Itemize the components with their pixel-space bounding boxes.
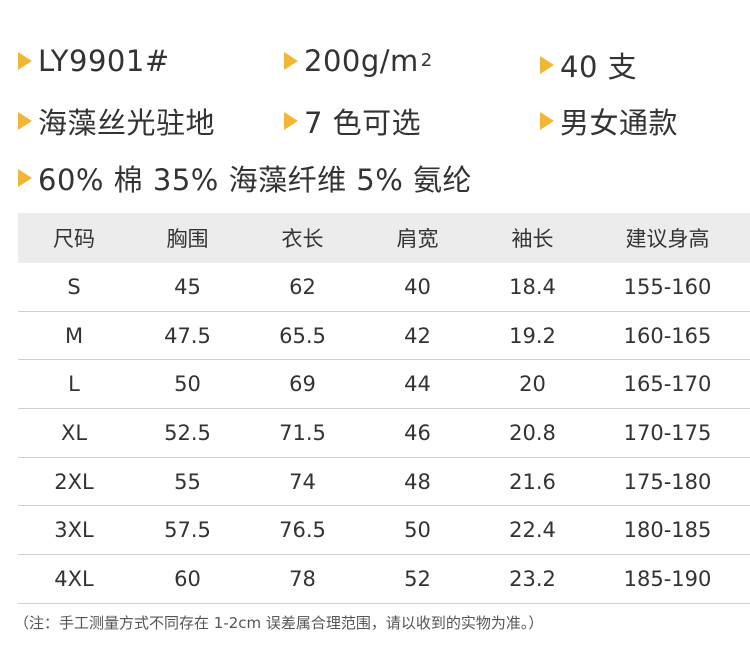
table-cell: 18.4: [509, 274, 556, 299]
table-cell: 60: [174, 566, 201, 591]
table-row: 2XL 55 74 48 21.6 175-180: [18, 458, 750, 507]
table-cell: 45: [174, 274, 201, 299]
table-cell: 170-175: [623, 420, 712, 445]
table-cell: 185-190: [623, 566, 712, 591]
spec-gender: 男女通款: [540, 100, 678, 142]
table-cell: 76.5: [279, 518, 326, 543]
table-cell: 57.5: [164, 518, 211, 543]
table-cell: 2XL: [54, 469, 94, 494]
measurement-note: （注：手工测量方式不同存在 1-2cm 误差属合理范围，请以收到的实物为准。）: [14, 614, 544, 632]
spec-count: 40 支: [540, 44, 637, 86]
table-cell: 22.4: [509, 518, 556, 543]
table-cell: 46: [404, 420, 431, 445]
spec-colors: 7 色可选: [284, 100, 421, 142]
bullet-triangle-icon: [18, 169, 32, 187]
spec-composition: 60% 棉 35% 海藻纤维 5% 氨纶: [18, 157, 472, 199]
table-cell: 71.5: [279, 420, 326, 445]
spec-count-text: 40 支: [560, 50, 638, 84]
size-table: 尺码 胸围 衣长 肩宽 袖长 建议身高 S 45 62 40 18.4 155-…: [18, 213, 750, 604]
table-cell: 23.2: [509, 566, 556, 591]
table-header-cell: 尺码: [53, 227, 95, 251]
spec-fabric-text: 海藻丝光驻地: [38, 106, 216, 140]
table-cell: 65.5: [279, 323, 326, 348]
table-cell: 55: [174, 469, 201, 494]
spec-weight: 200g/m 2: [284, 44, 433, 78]
table-header-cell: 建议身高: [625, 227, 710, 251]
table-row: S 45 62 40 18.4 155-160: [18, 263, 750, 312]
spec-model: LY9901#: [18, 44, 170, 78]
spec-colors-text: 7 色可选: [304, 106, 422, 140]
table-cell: 48: [404, 469, 431, 494]
bullet-triangle-icon: [540, 112, 554, 130]
spec-model-text: LY9901#: [38, 44, 170, 78]
bullet-triangle-icon: [284, 52, 298, 70]
table-row: 3XL 57.5 76.5 50 22.4 180-185: [18, 506, 750, 556]
table-cell: 20.8: [509, 420, 556, 445]
table-cell: M: [64, 323, 84, 348]
table-cell: 42: [404, 323, 431, 348]
bullet-triangle-icon: [18, 52, 32, 70]
table-cell: XL: [60, 420, 88, 445]
table-header-cell: 肩宽: [396, 227, 439, 251]
table-cell: 69: [289, 372, 316, 397]
table-cell: 78: [289, 566, 316, 591]
table-cell: 4XL: [54, 566, 94, 591]
table-row: L 50 69 44 20 165-170: [18, 360, 750, 410]
spec-gender-text: 男女通款: [560, 106, 679, 140]
table-cell: S: [67, 274, 81, 299]
table-cell: 62: [289, 274, 316, 299]
table-cell: 3XL: [54, 518, 94, 543]
table-cell: 50: [174, 372, 201, 397]
bullet-triangle-icon: [284, 112, 298, 130]
table-header-row: 尺码 胸围 衣长 肩宽 袖长 建议身高: [18, 213, 750, 263]
table-header-cell: 胸围: [166, 227, 209, 251]
table-row: 4XL 60 78 52 23.2 185-190: [18, 555, 750, 604]
spec-composition-text: 60% 棉 35% 海藻纤维 5% 氨纶: [38, 163, 473, 197]
table-cell: 52.5: [164, 420, 211, 445]
table-cell: 20: [519, 372, 546, 397]
table-cell: 74: [289, 469, 316, 494]
table-cell: 52: [404, 566, 431, 591]
bullet-triangle-icon: [540, 56, 554, 74]
spec-weight-text: 200g/m: [304, 44, 419, 78]
table-header-cell: 衣长: [281, 227, 324, 251]
table-header-cell: 袖长: [511, 227, 554, 251]
spec-fabric: 海藻丝光驻地: [18, 100, 215, 142]
table-cell: 47.5: [164, 323, 211, 348]
table-cell: 40: [404, 274, 431, 299]
table-cell: 155-160: [623, 274, 712, 299]
table-cell: 165-170: [623, 372, 712, 397]
table-row: XL 52.5 71.5 46 20.8 170-175: [18, 409, 750, 458]
table-cell: 180-185: [623, 518, 712, 543]
bullet-triangle-icon: [18, 112, 32, 130]
table-cell: 19.2: [509, 323, 556, 348]
table-cell: 50: [404, 518, 431, 543]
table-cell: 175-180: [623, 469, 712, 494]
table-cell: 21.6: [509, 469, 556, 494]
table-row: M 47.5 65.5 42 19.2 160-165: [18, 312, 750, 361]
table-cell: 160-165: [623, 323, 712, 348]
table-cell: L: [68, 372, 80, 397]
table-cell: 44: [404, 372, 431, 397]
